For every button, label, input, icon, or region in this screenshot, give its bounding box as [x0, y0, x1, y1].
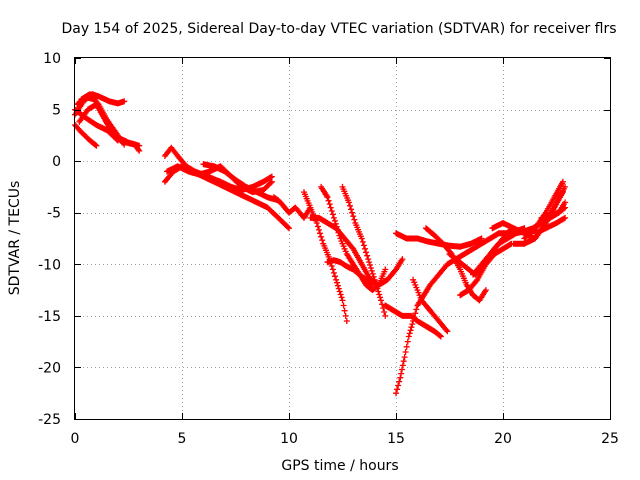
x-axis-label: GPS time / hours	[281, 458, 398, 474]
series-points	[538, 204, 569, 221]
series-arc-13	[318, 183, 389, 294]
series-arc-4	[76, 101, 143, 154]
series-arc-16	[324, 257, 376, 288]
y-axis-label: SDTVAR / TECUs	[7, 181, 23, 296]
y-tick-label: -10	[38, 257, 61, 273]
series-points	[200, 161, 282, 204]
chart-title: Day 154 of 2025, Sidereal Day-to-day VTE…	[61, 21, 616, 37]
series-points	[318, 183, 389, 294]
x-tick-label: 25	[601, 431, 619, 447]
x-tick-label: 15	[387, 431, 405, 447]
y-tick-label: 10	[43, 51, 61, 67]
series-arc-5	[72, 106, 121, 144]
y-tick-label: -20	[38, 360, 61, 376]
x-tick-label: 10	[280, 431, 298, 447]
series-points	[457, 240, 515, 299]
series-arc-23	[457, 240, 515, 299]
series-points	[510, 183, 569, 247]
series-points	[393, 225, 528, 397]
series-points	[72, 106, 121, 144]
series-arc-28	[538, 204, 569, 221]
series-points	[307, 214, 406, 288]
y-tick-label: -5	[47, 206, 61, 222]
y-tick-labels: -25 -20 -15 -10 -5 0 5 10	[38, 51, 61, 428]
series-points	[76, 101, 143, 154]
y-tick-label: 5	[52, 103, 61, 119]
plot-frame	[74, 57, 611, 420]
series-points	[532, 214, 569, 237]
series-arc-10	[200, 161, 282, 204]
series-arc-12	[301, 189, 350, 324]
axis-ticks	[75, 58, 611, 420]
series-arc-17	[382, 302, 444, 340]
x-tick-labels: 0 5 10 15 20 25	[71, 431, 619, 447]
y-tick-label: 0	[52, 154, 61, 170]
series-arc-15	[307, 214, 406, 288]
series-points	[271, 194, 314, 221]
series-arc-18	[393, 225, 528, 397]
y-tick-label: -25	[38, 412, 61, 428]
y-tick-label: -15	[38, 309, 61, 325]
x-tick-label: 5	[178, 431, 187, 447]
series-points	[324, 257, 376, 288]
series-arc-29	[532, 214, 569, 237]
data-points	[72, 91, 569, 397]
series-arc-21	[410, 276, 451, 335]
series-points	[78, 91, 128, 148]
series-arc-26	[510, 183, 569, 247]
x-tick-label: 20	[494, 431, 512, 447]
x-tick-label: 0	[71, 431, 80, 447]
series-points	[382, 302, 444, 340]
series-arc-11	[271, 194, 314, 221]
series-arc-6	[78, 91, 128, 148]
series-points	[301, 189, 350, 324]
series-points	[410, 276, 451, 335]
